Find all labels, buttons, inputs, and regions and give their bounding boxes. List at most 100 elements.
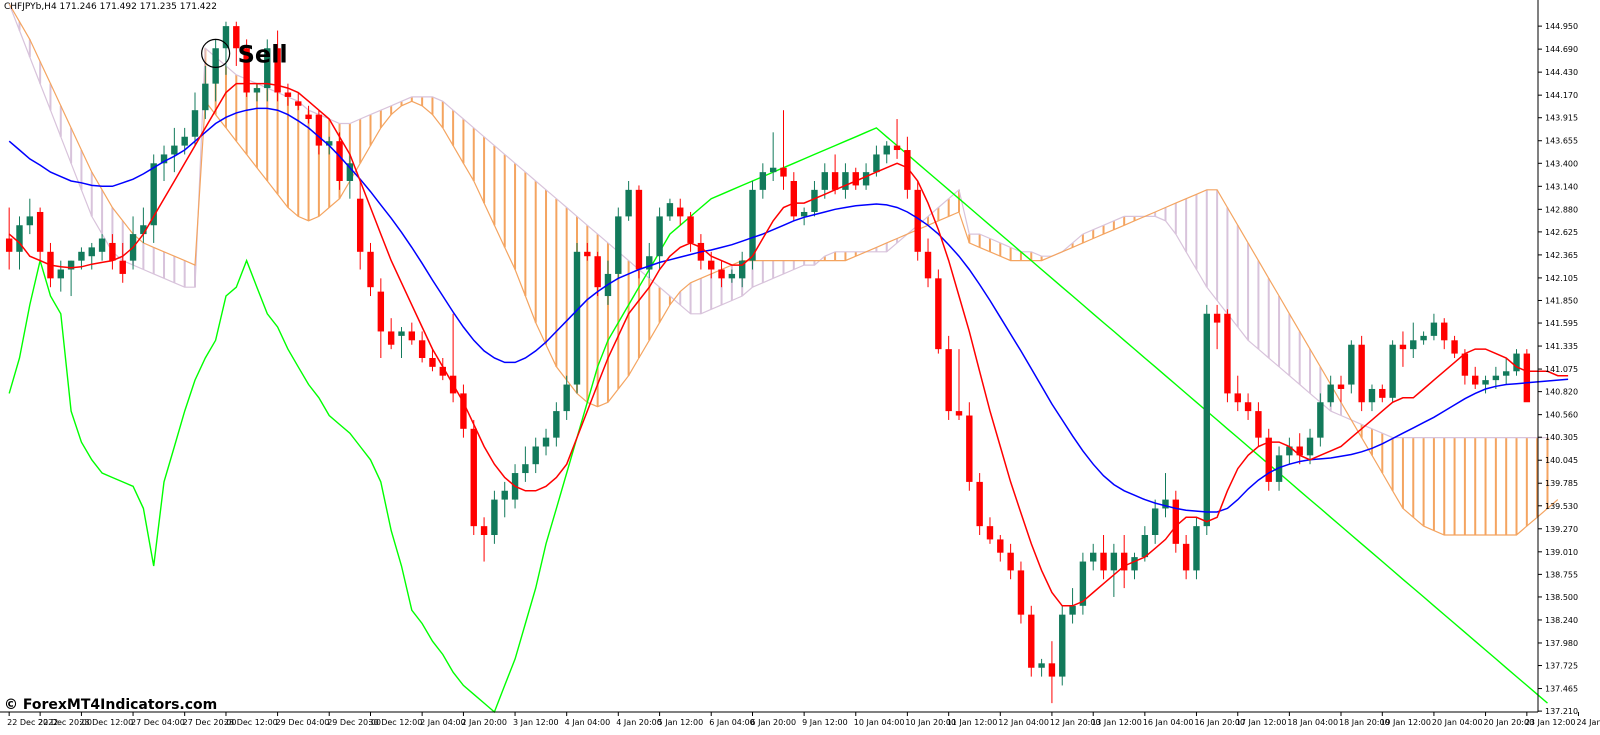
time-tick-label: 19 Jan 12:00: [1380, 718, 1431, 727]
candle: [274, 30, 281, 102]
candle: [243, 39, 250, 97]
time-tick-label: 20 Jan 04:00: [1432, 718, 1483, 727]
candle-body: [119, 260, 126, 274]
candle-body: [955, 411, 963, 416]
candle: [1151, 499, 1159, 544]
candle: [78, 247, 85, 270]
candle: [1461, 349, 1469, 385]
candle: [780, 110, 787, 190]
candle-body: [26, 216, 34, 226]
time-tick-label: 5 Jan 12:00: [658, 718, 704, 727]
candle-body: [1255, 411, 1262, 438]
candle-body: [377, 291, 385, 332]
candle-body: [418, 340, 426, 358]
candle-body: [222, 26, 230, 49]
candle: [171, 127, 178, 173]
candle-body: [718, 269, 725, 279]
candle-body: [522, 464, 529, 474]
candle: [542, 428, 550, 456]
candle-body: [687, 216, 694, 243]
candle: [1472, 366, 1479, 389]
price-tick-label: 144.950: [1545, 22, 1578, 31]
candle-body: [790, 181, 798, 217]
candle: [1348, 340, 1355, 394]
candle-body: [553, 411, 560, 438]
candle-body: [1389, 344, 1396, 398]
candle-body: [480, 526, 488, 535]
candle-body: [708, 260, 715, 270]
candle: [1007, 543, 1014, 580]
candle-body: [997, 539, 1004, 553]
candle: [346, 154, 354, 199]
candle: [480, 517, 488, 562]
candle-body: [821, 172, 828, 190]
candle-body: [935, 278, 942, 350]
candle-body: [615, 216, 622, 274]
candle: [666, 198, 674, 221]
candle-body: [356, 198, 364, 252]
candle-body: [1472, 375, 1479, 385]
candle: [140, 207, 147, 243]
candle: [615, 207, 622, 279]
price-tick-label: 142.880: [1545, 205, 1578, 214]
candle-body: [1048, 663, 1056, 677]
price-tick-label: 143.140: [1545, 182, 1578, 191]
candle-body: [1306, 437, 1314, 456]
candle-body: [1358, 344, 1365, 403]
candle-body: [202, 83, 209, 111]
candle: [212, 39, 219, 102]
candle: [1059, 605, 1066, 686]
candle: [553, 402, 560, 447]
candle: [264, 39, 271, 102]
candle-body: [233, 26, 240, 49]
price-axis: 144.950 144.690 144.430 144.170 143.915 143.6…: [1537, 0, 1578, 716]
candle: [1265, 428, 1272, 491]
candle-body: [140, 225, 147, 235]
sell-signal-label: Sell: [238, 40, 288, 68]
candlestick-series: [5, 21, 1531, 704]
candle-body: [315, 114, 323, 146]
candle: [800, 207, 808, 226]
candle-body: [1317, 402, 1324, 438]
price-tick-labels: 144.950 144.690 144.430 144.170 143.915 143.6…: [1538, 22, 1578, 716]
candle-body: [1502, 371, 1510, 376]
time-tick-label: 6 Jan 04:00: [709, 718, 755, 727]
candle-body: [625, 189, 632, 217]
candle-body: [800, 211, 808, 217]
candle: [635, 185, 643, 279]
candle: [1110, 543, 1118, 597]
candle-body: [852, 172, 859, 186]
candle-body: [1213, 313, 1221, 323]
price-tick-label: 139.270: [1545, 525, 1578, 534]
candle: [1420, 331, 1427, 345]
candle: [233, 21, 240, 66]
price-tick-label: 143.915: [1545, 114, 1578, 123]
candle: [1523, 349, 1531, 403]
candle: [986, 517, 994, 544]
candle: [1079, 552, 1087, 615]
candle: [790, 172, 798, 221]
slow-moving-average-line: [8, 107, 1569, 513]
candle-body: [387, 331, 395, 345]
candle-body: [1482, 380, 1489, 385]
candle: [356, 181, 364, 270]
candle: [1255, 402, 1262, 447]
candle: [377, 278, 385, 358]
candle-body: [976, 481, 983, 527]
candle: [460, 384, 467, 438]
candle: [955, 349, 963, 420]
candle-body: [1337, 384, 1345, 389]
candle: [1492, 366, 1500, 389]
candle: [26, 198, 34, 235]
candle-body: [326, 141, 333, 146]
candle-body: [274, 48, 281, 93]
time-tick-label: 20 Jan 20:00: [1484, 718, 1535, 727]
candle: [1368, 384, 1376, 412]
candle-body: [966, 415, 973, 482]
price-tick-label: 139.010: [1545, 548, 1578, 557]
candle-body: [1286, 446, 1293, 456]
candle-body: [1410, 340, 1417, 350]
watermark: © ForexMT4Indicators.com: [4, 697, 217, 713]
